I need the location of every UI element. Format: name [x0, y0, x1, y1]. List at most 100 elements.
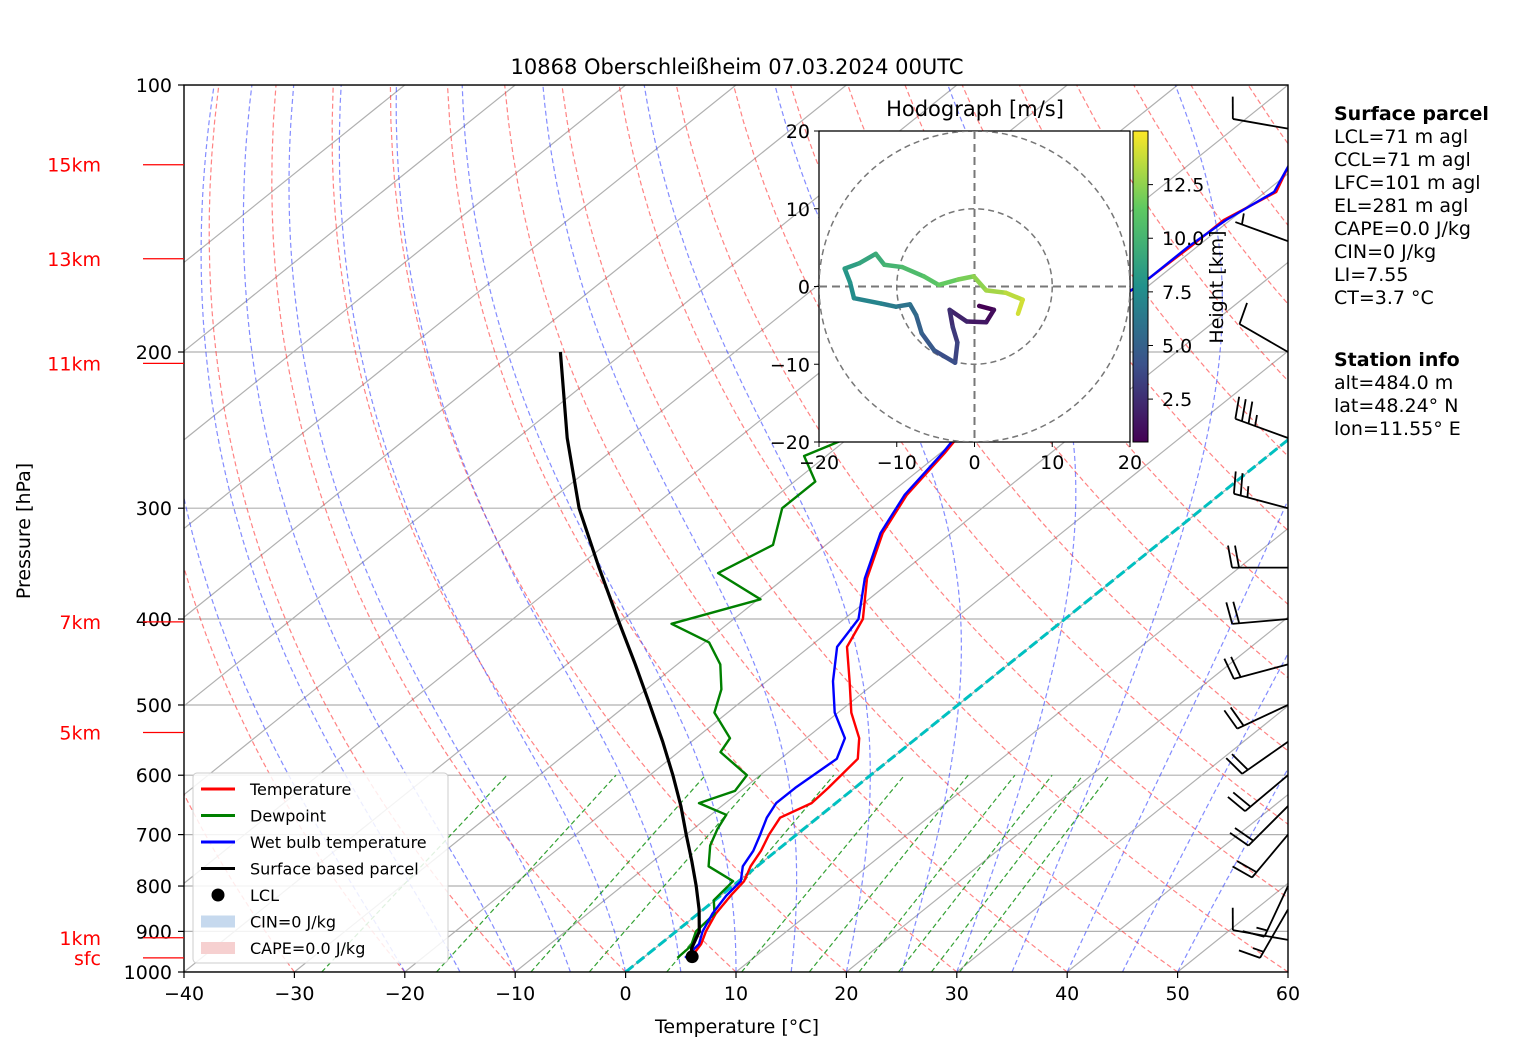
barb-flag [1238, 302, 1248, 325]
isotherm [184, 85, 516, 352]
x-tick-label: 0 [620, 983, 632, 1005]
wind-barb [1232, 834, 1289, 879]
hodo-x-tick-label: 0 [968, 452, 980, 474]
barb-flag [1229, 706, 1245, 727]
x-tick-label: 50 [1166, 983, 1190, 1005]
barb-shaft [1236, 704, 1289, 730]
wind-barb [1238, 908, 1289, 959]
hodograph-segment [851, 295, 884, 306]
mixing-ratio-line [741, 774, 905, 972]
barb-shaft [1241, 740, 1289, 775]
barb-flag [1225, 757, 1243, 775]
height-label: 13km [47, 249, 101, 271]
hodograph-segment [842, 260, 862, 271]
station-info-line: lon=11.55° E [1334, 418, 1461, 440]
hodo-y-tick-label: 0 [798, 277, 810, 299]
legend-swatch [201, 915, 235, 928]
barb-shaft [1251, 834, 1289, 879]
wind-barb [1231, 96, 1289, 130]
wind-barb [1238, 302, 1289, 353]
legend: Temperature Dewpoint Wet bulb temperature S… [192, 772, 449, 964]
mixing-ratio-line [588, 774, 762, 972]
hodograph-segment [919, 330, 937, 353]
hodograph-segment [976, 303, 997, 313]
isotherm [735, 527, 1288, 972]
zero-isotherm [624, 437, 1288, 972]
dry-adiabat [675, 85, 1288, 899]
legend-label: Surface based parcel [250, 860, 419, 879]
wind-barb [1229, 805, 1289, 847]
wind-barb [1227, 545, 1288, 569]
hodograph-segment [921, 274, 941, 288]
dry-adiabat [389, 85, 847, 972]
y-tick-label: 700 [136, 825, 172, 847]
height-label: sfc [74, 948, 101, 970]
hodo-x-tick-label: −10 [877, 452, 917, 474]
legend-label: Temperature [249, 780, 351, 799]
dry-adiabat [561, 85, 1178, 972]
mixing-ratio-line [530, 774, 706, 972]
series-line [558, 351, 701, 959]
isotherm [514, 350, 1288, 972]
legend-label: LCL [250, 886, 279, 905]
surface-parcel-line: CCL=71 m agl [1334, 149, 1471, 171]
barb-shaft [1235, 417, 1289, 439]
legend-label: Dewpoint [250, 807, 326, 826]
hodo-x-tick-label: 20 [1118, 452, 1142, 474]
mixing-ratio-line [321, 774, 508, 972]
x-tick-label: 20 [834, 983, 858, 1005]
isotherm [184, 85, 958, 707]
x-tick-label: 10 [724, 983, 748, 1005]
barb-flag [1234, 396, 1241, 419]
hodograph-segment [842, 266, 853, 285]
isotherm [184, 85, 847, 618]
barb-flag [1223, 709, 1238, 730]
colorbar [1132, 130, 1149, 443]
x-tick-label: −30 [274, 983, 314, 1005]
y-tick-label: 300 [136, 498, 172, 520]
hodograph-segment [947, 307, 969, 324]
hodograph-frame [818, 130, 1131, 443]
barb-shaft [1263, 885, 1289, 938]
y-tick-label: 900 [136, 921, 172, 943]
hodograph-segment [952, 340, 960, 365]
barb-flag [1233, 471, 1237, 494]
barb-shaft [1247, 805, 1289, 847]
x-tick-label: 40 [1055, 983, 1079, 1005]
dry-adiabat [504, 85, 1068, 972]
colorbar-tick-label: 10.0 [1162, 228, 1204, 250]
hodograph: −20−20 −10 −10 0 0 10 10 20 20 2.5 5.0 7.5 10.0 12.5 [770, 121, 1204, 474]
barb-half [1256, 926, 1268, 932]
surface-parcel-line: CT=3.7 °C [1334, 287, 1434, 309]
hodo-x-tick-label: −20 [799, 452, 839, 474]
barb-half [1246, 486, 1250, 498]
surface-parcel-line: EL=281 m agl [1334, 195, 1469, 217]
x-tick-label: −20 [385, 983, 425, 1005]
height-label: 1km [59, 928, 101, 950]
barb-flag [1230, 656, 1242, 678]
surface-parcel-panel: Surface parcel LCL=71 m agl CCL=71 m agl… [1334, 103, 1489, 310]
hodograph-title: Hodograph [m/s] [886, 97, 1064, 121]
station-info-line: alt=484.0 m [1334, 372, 1454, 394]
surface-parcel-title: Surface parcel [1334, 103, 1489, 125]
barb-flag [1227, 545, 1233, 568]
isotherm [294, 172, 1288, 972]
isotherm [404, 261, 1288, 972]
y-tick-label: 400 [136, 609, 172, 631]
y-axis-label: Pressure [hPa] [13, 463, 35, 599]
isotherm [956, 705, 1288, 972]
surface-parcel-line: LCL=71 m agl [1334, 126, 1469, 148]
wind-barb [1225, 601, 1289, 625]
barb-half [1254, 414, 1258, 427]
moist-adiabat [338, 85, 627, 972]
barb-flag [1247, 401, 1254, 424]
height-label: 7km [59, 612, 101, 634]
hodograph-segment [847, 280, 857, 301]
mixing-ratio-line [898, 774, 1053, 972]
hodograph-segment [1003, 290, 1025, 302]
station-info-title: Station info [1334, 349, 1460, 371]
isotherm [1066, 793, 1288, 972]
barb-flag [1236, 860, 1257, 873]
barb-flag [1234, 545, 1240, 568]
barb-shaft [1239, 323, 1289, 353]
